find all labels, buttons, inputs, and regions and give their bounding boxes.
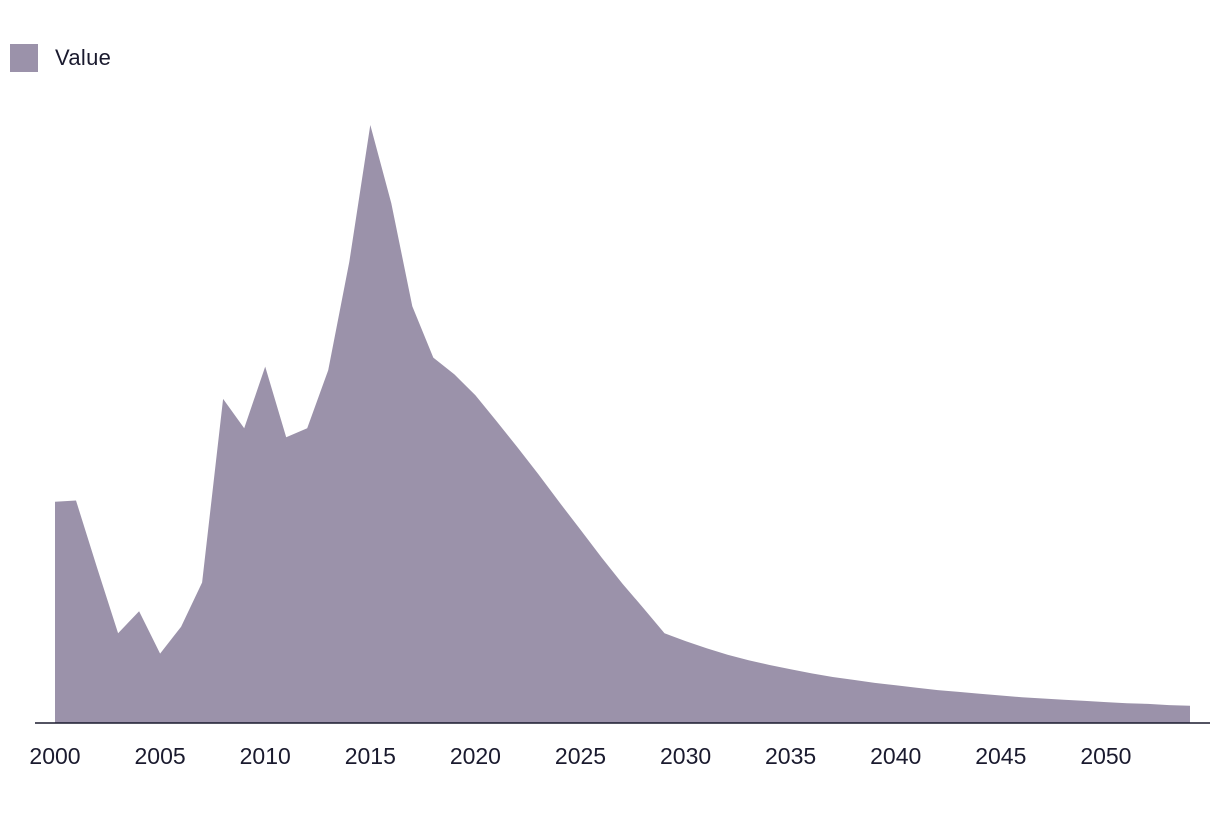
x-tick-label: 2050 — [1080, 743, 1131, 769]
legend-label: Value — [55, 45, 112, 70]
x-tick-label: 2035 — [765, 743, 816, 769]
x-tick-label: 2040 — [870, 743, 921, 769]
series-area-value — [55, 125, 1190, 723]
x-tick-label: 2020 — [450, 743, 501, 769]
x-tick-label: 2025 — [555, 743, 606, 769]
area-layer — [55, 125, 1190, 723]
x-tick-label: 2000 — [29, 743, 80, 769]
x-tick-label: 2010 — [240, 743, 291, 769]
watermark: GlobalData — [499, 386, 721, 433]
x-tick-label: 2045 — [975, 743, 1026, 769]
x-tick-label: 2030 — [660, 743, 711, 769]
legend: Value — [10, 44, 111, 72]
legend-swatch — [10, 44, 38, 72]
x-tick-label: 2015 — [345, 743, 396, 769]
x-axis-ticks: 2000 2005 2010 2015 2020 2025 2030 2035 2040 2045… — [29, 743, 1131, 769]
x-tick-label: 2005 — [135, 743, 186, 769]
